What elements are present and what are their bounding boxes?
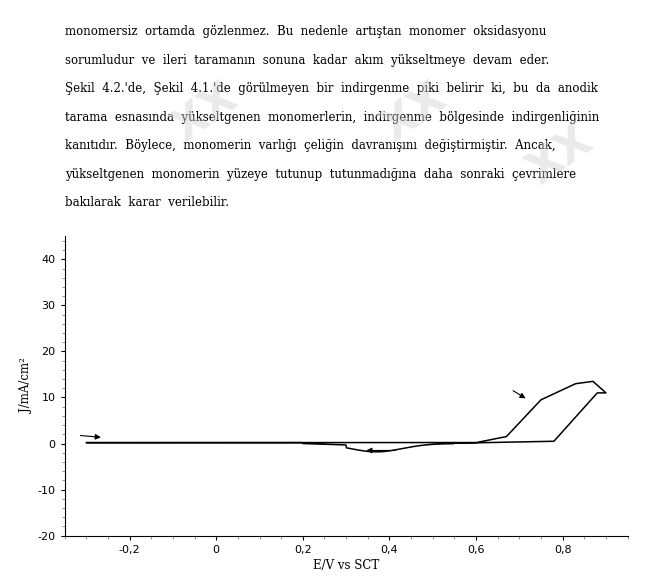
Text: kanıtıdır.  Böylece,  monomerin  varlığı  çeliğin  davranışını  değiştirmiştir. : kanıtıdır. Böylece, monomerin varlığı çe…: [65, 139, 555, 152]
Text: XX: XX: [165, 76, 246, 151]
Text: tarama  esnasında  yükseltgenen  monomerlerin,  indirgenme  bölgesinde  indirgen: tarama esnasında yükseltgenen monomerler…: [65, 111, 599, 124]
X-axis label: E/V vs SCT: E/V vs SCT: [313, 559, 379, 572]
Text: XX: XX: [373, 76, 454, 151]
Text: XX: XX: [520, 119, 600, 194]
Text: Şekil  4.2.'de,  Şekil  4.1.'de  görülmeyen  bir  indirgenme  piki  belirir  ki,: Şekil 4.2.'de, Şekil 4.1.'de görülmeyen …: [65, 82, 598, 95]
Text: yükseltgenen  monomerin  yüzeye  tutunup  tutunmadığına  daha  sonraki  çevrimle: yükseltgenen monomerin yüzeye tutunup tu…: [65, 168, 576, 181]
Text: sorumludur  ve  ileri  taramanın  sonuna  kadar  akım  yükseltmeye  devam  eder.: sorumludur ve ileri taramanın sonuna kad…: [65, 54, 549, 67]
Text: monomersiz  ortamda  gözlenmez.  Bu  nedenle  artıştan  monomer  oksidasyonu: monomersiz ortamda gözlenmez. Bu nedenle…: [65, 25, 546, 38]
Text: bakılarak  karar  verilebilir.: bakılarak karar verilebilir.: [65, 196, 228, 209]
Y-axis label: J/mA/cm²: J/mA/cm²: [21, 358, 34, 414]
